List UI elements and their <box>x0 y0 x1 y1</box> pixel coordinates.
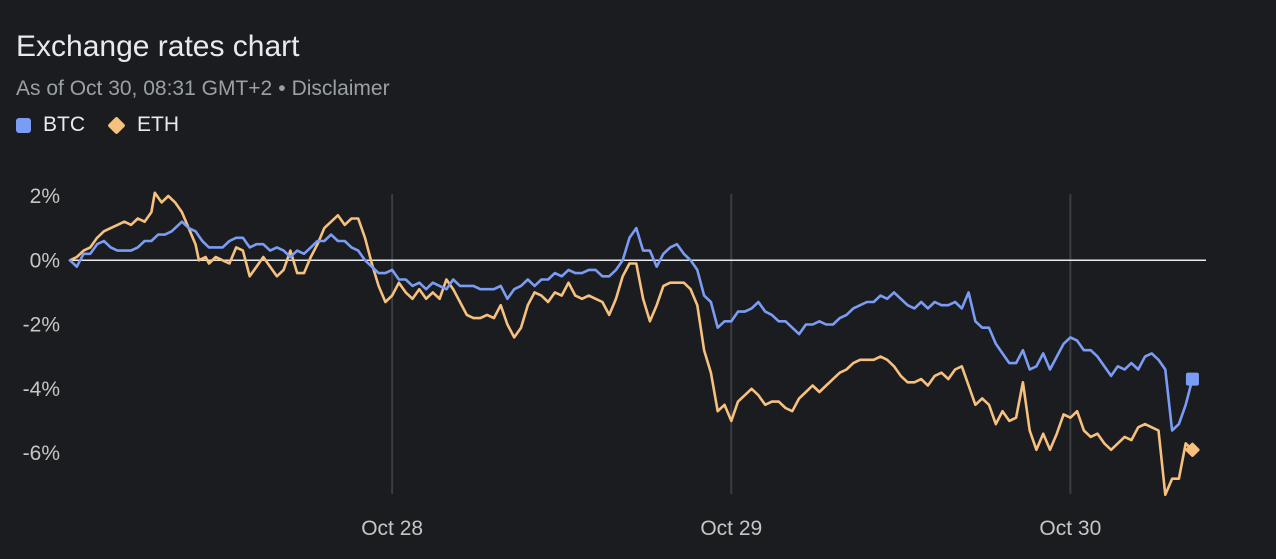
btc-square-icon <box>16 117 31 133</box>
x-tick-label: Oct 28 <box>361 517 423 540</box>
series-end-markers <box>1185 372 1200 457</box>
y-tick-label: -4% <box>23 378 60 401</box>
subtitle-separator: • <box>278 77 286 100</box>
x-grid-lines <box>391 194 1072 494</box>
y-tick-label: -2% <box>23 314 60 337</box>
series-line-eth[interactable] <box>68 191 1194 497</box>
y-tick-label: 0% <box>30 249 60 272</box>
as-of-timestamp: As of Oct 30, 08:31 GMT+2 <box>16 77 273 100</box>
legend-item-btc[interactable]: BTC <box>16 113 85 137</box>
chart-legend: BTC ETH <box>16 113 201 137</box>
end-marker-eth <box>1185 442 1200 457</box>
legend-label-btc: BTC <box>43 113 85 136</box>
end-marker-btc <box>1185 372 1199 386</box>
x-tick-labels: Oct 28 Oct 29 Oct 30 <box>361 517 1101 540</box>
x-tick-label: Oct 30 <box>1039 517 1101 540</box>
chart-title: Exchange rates chart <box>16 30 300 63</box>
legend-item-eth[interactable]: ETH <box>107 113 179 137</box>
y-tick-label: -6% <box>23 442 60 465</box>
disclaimer-link[interactable]: Disclaimer <box>291 77 390 100</box>
series-line-btc[interactable] <box>68 220 1194 432</box>
y-tick-labels: 2% 0% -2% -4% -6% <box>23 185 60 465</box>
legend-label-eth: ETH <box>137 113 179 136</box>
chart-subtitle: As of Oct 30, 08:31 GMT+2 • Disclaimer <box>16 77 390 101</box>
series-lines <box>68 191 1194 497</box>
y-tick-label: 2% <box>30 185 60 208</box>
x-tick-label: Oct 29 <box>700 517 762 540</box>
